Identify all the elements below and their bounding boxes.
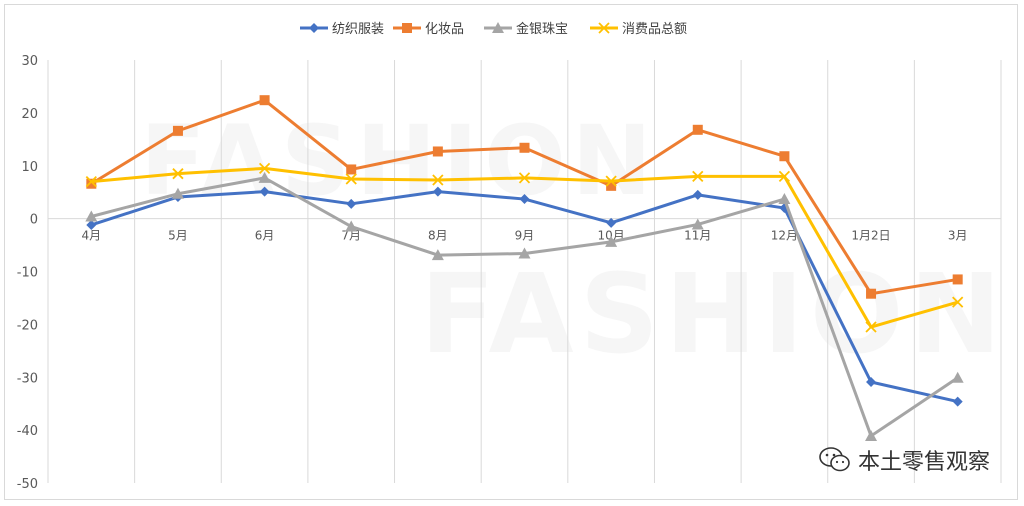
data-point (171, 187, 184, 199)
series-x (85, 162, 964, 333)
data-point (172, 168, 184, 180)
data-point (605, 235, 618, 247)
y-axis: 30 20 10 0 -10 -20 -30 -40 -50 (17, 54, 38, 492)
legend-label: 纺织服装 (332, 22, 384, 37)
credit: 本土零售观察 (818, 444, 990, 476)
gridlines (47, 60, 1002, 483)
x-tick-label: 1月2日 (851, 229, 890, 243)
legend-label: 金银珠宝 (516, 21, 568, 37)
data-point (605, 175, 617, 187)
data-point (85, 210, 98, 222)
series-triangle (85, 171, 964, 441)
data-point (518, 247, 531, 259)
y-tick-label: -10 (17, 266, 38, 281)
data-point (345, 220, 358, 232)
data-point (692, 189, 703, 200)
data-point (432, 186, 443, 197)
data-point (258, 171, 271, 183)
data-point (519, 142, 530, 153)
data-point (259, 186, 270, 197)
data-point (86, 219, 97, 230)
data-point (865, 321, 877, 333)
data-point (432, 174, 444, 186)
y-tick-label: -50 (17, 477, 38, 492)
y-tick-label: -30 (17, 371, 38, 386)
data-point (85, 175, 97, 188)
series-square (86, 95, 963, 299)
data-point (402, 23, 412, 33)
x-tick-label: 5月 (168, 229, 188, 243)
y-tick-label: 10 (21, 160, 38, 175)
y-tick-label: 20 (21, 107, 38, 122)
data-point (952, 296, 964, 308)
data-point (598, 22, 610, 34)
x-tick-label: 4月 (81, 229, 101, 243)
data-point (606, 180, 617, 191)
data-point (866, 377, 877, 388)
wechat-icon (819, 447, 850, 472)
legend-label: 化妆品 (425, 22, 464, 37)
data-point (778, 193, 791, 205)
legend-item: 纺织服装 (300, 22, 384, 37)
data-point (606, 217, 617, 228)
y-tick-label: 30 (21, 54, 38, 69)
legend-item: 消费品总额 (590, 22, 687, 37)
x-tick-label: 11月 (684, 229, 711, 243)
data-point (346, 198, 357, 209)
x-tick-label: 3月 (948, 229, 968, 243)
legend: 纺织服装 化妆品 金银珠宝 消费品总额 (300, 21, 687, 37)
y-tick-label: -40 (17, 424, 38, 439)
data-point (952, 274, 963, 285)
data-point (172, 125, 183, 136)
legend-item: 金银珠宝 (484, 21, 568, 37)
data-point (692, 170, 704, 182)
data-point (951, 371, 964, 383)
credit-text: 本土零售观察 (857, 450, 990, 475)
x-tick-label: 9月 (515, 229, 535, 243)
data-point (866, 288, 877, 299)
chart-frame (4, 4, 1018, 500)
legend-label: 消费品总额 (622, 22, 687, 37)
data-point (519, 194, 530, 205)
data-point (346, 164, 357, 175)
data-point (692, 124, 703, 135)
data-point (432, 146, 443, 157)
x-tick-label: 12月 (771, 229, 798, 243)
x-tick-label: 6月 (255, 229, 275, 243)
data-point (86, 178, 97, 189)
data-point (518, 172, 531, 184)
data-point (431, 249, 444, 261)
data-point (778, 170, 791, 182)
data-point (865, 429, 878, 441)
data-point (492, 22, 504, 33)
data-point (309, 23, 319, 33)
y-tick-label: -20 (17, 318, 38, 333)
x-tick-label: 7月 (341, 229, 361, 243)
data-point (259, 95, 270, 106)
data-point (258, 162, 271, 175)
series-diamond (86, 186, 963, 407)
y-tick-label: 0 (30, 213, 38, 228)
data-point (345, 173, 357, 185)
x-tick-label: 8月 (428, 229, 448, 243)
legend-item: 化妆品 (393, 22, 464, 37)
data-point (952, 396, 963, 407)
data-point (691, 218, 704, 230)
data-point (779, 151, 790, 162)
